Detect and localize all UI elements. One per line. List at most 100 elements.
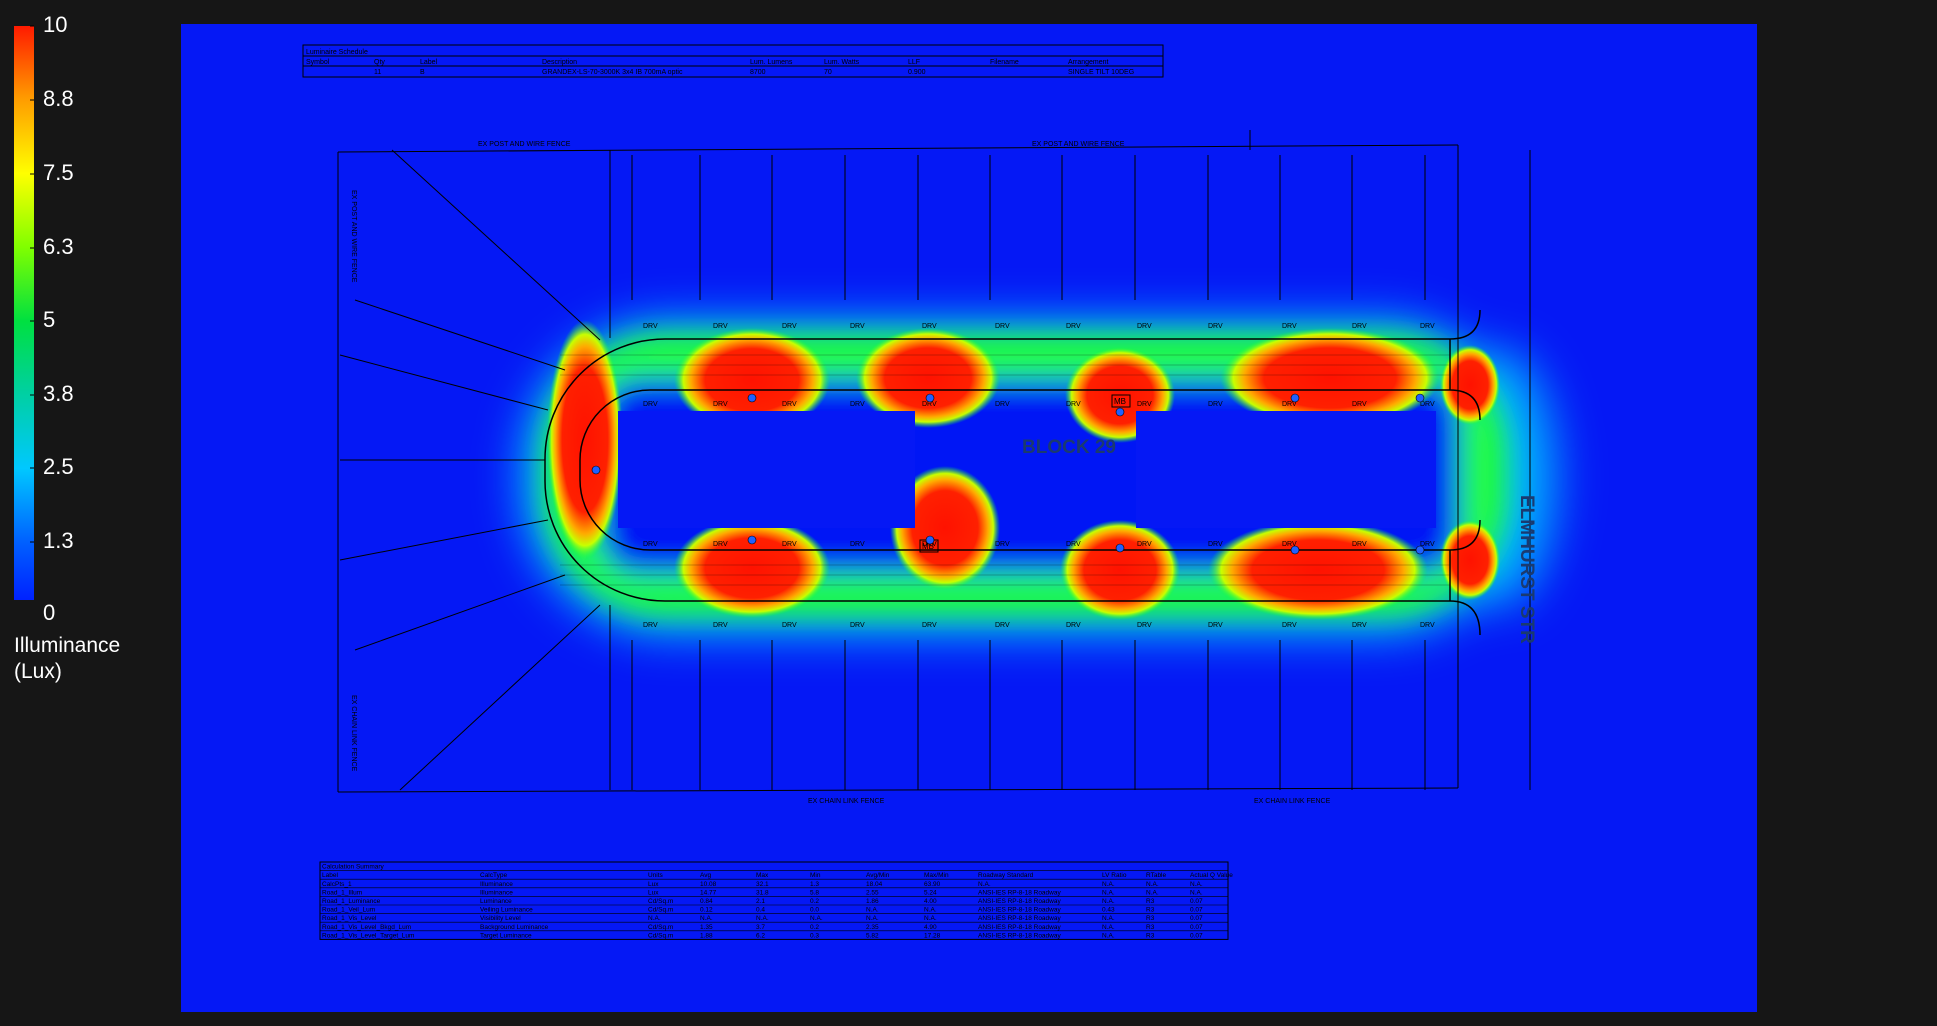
- calc-summary-cell: 2.55: [866, 889, 879, 896]
- calc-summary-cell: ANSI-IES RP-8-18 Roadway: [978, 924, 1061, 931]
- calc-summary-cell: 0.12: [700, 907, 713, 914]
- calc-summary-cell: R3: [1146, 915, 1155, 922]
- calc-summary-header: CalcType: [480, 872, 507, 879]
- driveway-label: DRV: [1066, 541, 1081, 548]
- ls-header-filename: Filename: [990, 59, 1019, 66]
- driveway-label: DRV: [850, 622, 865, 629]
- ls-qty: 11: [374, 69, 381, 76]
- calc-summary-cell: 17.28: [924, 932, 941, 939]
- calc-summary-cell: 10.08: [700, 881, 717, 888]
- calc-summary-cell: 5.82: [866, 932, 879, 939]
- driveway-label: DRV: [782, 401, 797, 408]
- calc-summary-cell: Cd/Sq.m: [648, 907, 673, 914]
- calc-summary-cell: N.A.: [1102, 881, 1115, 888]
- luminaire-schedule-title: Luminaire Schedule: [306, 49, 368, 56]
- legend-tick-0: 0: [43, 600, 56, 625]
- calc-summary-cell: Cd/Sq.m: [648, 898, 673, 905]
- calc-grid: [560, 354, 1450, 586]
- calc-summary-cell: Road_1_Illum: [322, 889, 362, 896]
- calc-summary-cell: 5.24: [924, 889, 937, 896]
- fence-label-left-upper: EX POST AND WIRE FENCE: [350, 190, 357, 283]
- legend-tick-1-3: 1.3: [43, 528, 74, 553]
- ls-header-description: Description: [542, 59, 577, 66]
- calc-summary-cell: Road_1_Veil_Lum: [322, 907, 375, 914]
- calc-summary-cell: N.A.: [756, 915, 769, 922]
- driveway-label: DRV: [995, 541, 1010, 548]
- calc-summary-cell: Cd/Sq.m: [648, 924, 673, 931]
- ls-header-label: Label: [420, 59, 438, 66]
- legend-tick-8-8: 8.8: [43, 86, 74, 111]
- calc-summary-cell: N.A.: [648, 915, 661, 922]
- driveway-label: DRV: [850, 323, 865, 330]
- calc-summary-cell: 2.1: [756, 898, 765, 905]
- ls-header-lumens: Lum. Lumens: [750, 59, 793, 66]
- calc-summary-cell: N.A.: [1102, 915, 1115, 922]
- driveway-label: DRV: [1352, 401, 1367, 408]
- calc-summary-cell: N.A.: [1102, 932, 1115, 939]
- calc-summary-cell: Luminance: [480, 898, 512, 905]
- driveway-label: DRV: [1208, 323, 1223, 330]
- legend-tick-7-5: 7.5: [43, 160, 74, 185]
- calc-summary-cell: Target Luminance: [480, 932, 532, 939]
- calc-summary-cell: CalcPts_1: [322, 881, 352, 888]
- calc-summary-cell: N.A.: [866, 907, 879, 914]
- calc-summary-cell: Road_1_Vis_Level_Bkgd_Lum: [322, 924, 411, 931]
- calc-summary-cell: 0.07: [1190, 932, 1203, 939]
- calc-summary-cell: 0.84: [700, 898, 713, 905]
- legend-tick-2-5: 2.5: [43, 454, 74, 479]
- calc-summary-cell: 0.4: [756, 907, 765, 914]
- calc-summary-cell: N.A.: [810, 915, 823, 922]
- driveway-label: DRV: [1352, 541, 1367, 548]
- driveway-label: DRV: [713, 323, 728, 330]
- calc-summary-cell: ANSI-IES RP-8-18 Roadway: [978, 915, 1061, 922]
- ls-label: B: [420, 69, 425, 76]
- interior-lot-left: [618, 411, 915, 528]
- legend-gradient-bar: [14, 26, 34, 600]
- calc-summary-cell: 0.2: [810, 898, 819, 905]
- driveway-label: DRV: [1420, 401, 1435, 408]
- driveway-label: DRV: [782, 622, 797, 629]
- driveway-label: DRV: [995, 323, 1010, 330]
- calc-summary-cell: N.A.: [1102, 924, 1115, 931]
- calc-summary-cell: 3.7: [756, 924, 765, 931]
- driveway-label: DRV: [782, 323, 797, 330]
- calc-summary-cell: N.A.: [1146, 889, 1159, 896]
- legend-tick-5: 5: [43, 307, 56, 332]
- road-outline: [544, 309, 1481, 636]
- ls-llf: 0.900: [908, 69, 926, 76]
- calc-summary-title: Calculation Summary: [322, 864, 385, 871]
- calc-summary-cell: 0.07: [1190, 898, 1203, 905]
- calc-summary-cell: 0.2: [810, 924, 819, 931]
- illuminance-legend: 10 8.8 7.5 6.3 5 3.8 2.5 1.3 0 Illuminan…: [0, 0, 170, 700]
- ls-arrangement: SINGLE TILT 10DEG: [1068, 69, 1134, 76]
- driveway-label: DRV: [1137, 622, 1152, 629]
- driveway-label: DRV: [995, 622, 1010, 629]
- legend-title: Illuminance (Lux): [14, 633, 120, 685]
- mailbox-label-bottom: MB: [922, 542, 934, 551]
- legend-colorbar: [14, 25, 34, 600]
- illuminance-plot[interactable]: Luminaire Schedule Symbol Qty Label Desc…: [181, 24, 1757, 1012]
- calc-summary-cell: ANSI-IES RP-8-18 Roadway: [978, 889, 1061, 896]
- driveway-label: DRV: [643, 622, 658, 629]
- driveway-label: DRV: [643, 323, 658, 330]
- interior-lot-right: [1136, 411, 1436, 528]
- driveway-label: DRV: [1282, 541, 1297, 548]
- street-label: ELMHURST STR: [1516, 495, 1537, 644]
- ls-header-arrangement: Arrangement: [1068, 59, 1109, 66]
- ls-header-watts: Lum. Watts: [824, 59, 860, 66]
- driveway-label: DRV: [782, 541, 797, 548]
- calc-summary-cell: N.A.: [866, 915, 879, 922]
- calc-summary-cell: 14.77: [700, 889, 717, 896]
- calc-summary-cell: 0.07: [1190, 907, 1203, 914]
- ls-watts: 70: [824, 69, 832, 76]
- calc-summary-cell: Lux: [648, 881, 659, 888]
- calc-summary-header: Label: [322, 872, 338, 879]
- driveway-label: DRV: [1352, 323, 1367, 330]
- driveway-label: DRV: [643, 401, 658, 408]
- driveway-label: DRV: [1137, 323, 1152, 330]
- legend-title-line2: (Lux): [14, 660, 62, 683]
- driveway-label: DRV: [922, 622, 937, 629]
- driveway-label: DRV: [1066, 323, 1081, 330]
- calc-summary-cell: 0.07: [1190, 915, 1203, 922]
